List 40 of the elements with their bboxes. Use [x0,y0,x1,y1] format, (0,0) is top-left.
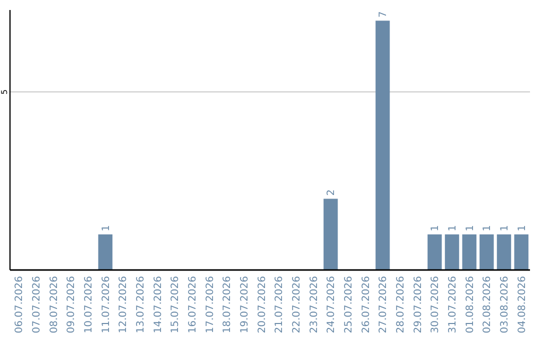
x-tick-label: 11.07.2026 [100,276,112,334]
x-tick-label: 24.07.2026 [326,276,338,334]
data-label: 1 [464,225,476,232]
data-label: 1 [430,225,442,232]
x-tick-label: 23.07.2026 [308,276,320,334]
x-tick-label: 04.08.2026 [516,276,528,334]
x-tick-label: 09.07.2026 [66,276,78,334]
x-tick-label: 18.07.2026 [222,276,234,334]
x-tick-label: 21.07.2026 [274,276,286,334]
x-tick-label: 12.07.2026 [118,276,130,334]
x-tick-label: 22.07.2026 [292,276,302,334]
data-label: 2 [326,189,338,196]
data-label: 1 [482,225,494,232]
x-tick-label: 25.07.2026 [344,276,354,334]
x-tick-label: 17.07.2026 [204,276,216,334]
data-label: 1 [100,225,112,232]
x-tick-label: 06.07.2026 [14,276,26,334]
x-tick-label: 15.07.2026 [170,276,182,334]
data-label: 1 [500,225,510,232]
x-tick-label: 14.07.2026 [152,276,164,334]
x-tick-label: 01.08.2026 [464,276,476,334]
x-tick-label: 27.07.2026 [378,276,390,334]
x-tick-label: 07.07.2026 [32,276,42,334]
data-label: 7 [378,11,390,18]
x-tick-label: 30.07.2026 [430,276,442,334]
x-tick-label: 19.07.2026 [240,276,250,334]
x-tick-label: 13.07.2026 [136,276,146,334]
data-label: 1 [448,225,458,232]
x-tick-label: 10.07.2026 [84,276,94,334]
y-tick-label: 5 [0,89,9,94]
x-tick-label: 20.07.2026 [256,276,268,334]
x-tick-label: 29.07.2026 [412,276,424,334]
x-tick-label: 28.07.2026 [396,276,406,334]
data-label: 1 [516,225,528,232]
x-tick-label: 16.07.2026 [188,276,198,334]
x-tick-label: 26.07.2026 [360,276,372,334]
x-tick-label: 31.07.2026 [448,276,458,334]
x-tick-label: 08.07.2026 [48,276,60,334]
x-tick-label: 02.08.2026 [482,276,494,334]
x-tick-label: 03.08.2026 [500,276,510,334]
